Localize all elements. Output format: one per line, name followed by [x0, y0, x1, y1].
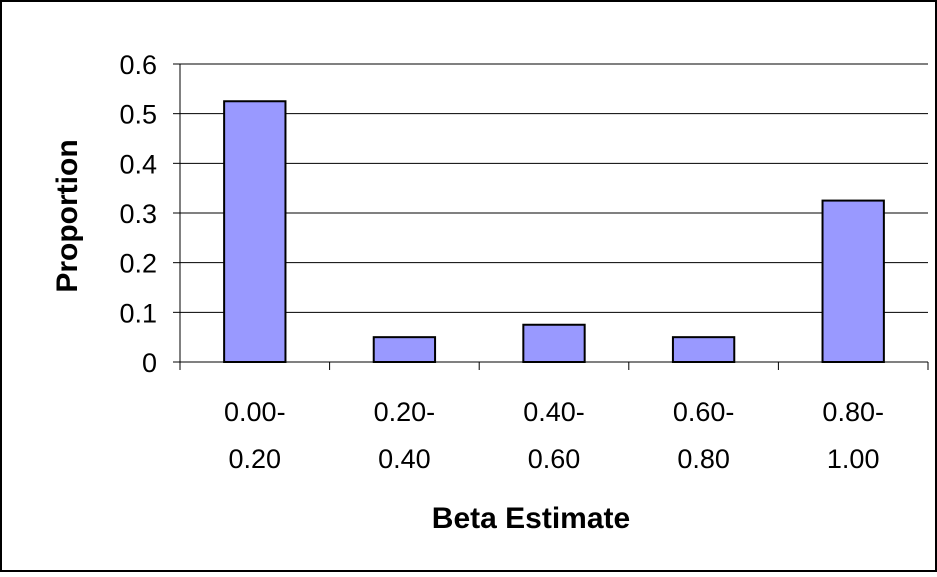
x-tick-label-3-line-0: 0.60-	[673, 397, 735, 427]
x-tick-label-2-line-1: 0.60	[528, 444, 581, 474]
y-tick-label-6: 0.6	[119, 50, 157, 80]
axis-labels: Proportion Beta Estimate 0 0.1 0.2 0.3 0.4 0.…	[51, 50, 884, 535]
bars	[223, 100, 885, 363]
y-tick-label-3: 0.3	[119, 199, 157, 229]
x-tick-label-1-line-0: 0.20-	[374, 397, 436, 427]
x-tick-label-4-line-0: 0.80-	[822, 397, 884, 427]
x-tick-label-3-line-1: 0.80	[677, 444, 730, 474]
x-tick-label-4-line-1: 1.00	[827, 444, 880, 474]
axes	[173, 63, 929, 370]
bar-4	[821, 199, 885, 363]
y-tick-label-4: 0.4	[119, 149, 157, 179]
bar-0	[223, 100, 287, 363]
gridlines	[180, 63, 928, 313]
x-tick-label-2-line-0: 0.40-	[523, 397, 585, 427]
bar-3	[671, 336, 736, 363]
x-tick-label-1-line-1: 0.40	[378, 444, 431, 474]
x-axis-title: Beta Estimate	[432, 502, 630, 535]
y-tick-label-1: 0.1	[119, 298, 157, 328]
y-tick-label-0: 0	[142, 348, 157, 378]
x-tick-label-0-line-1: 0.20	[229, 444, 282, 474]
y-tick-label-2: 0.2	[119, 249, 157, 279]
bar-1	[372, 336, 437, 363]
y-tick-label-5: 0.5	[119, 100, 157, 130]
bar-2	[522, 323, 586, 363]
y-axis-title: Proportion	[51, 139, 84, 292]
x-tick-label-0-line-0: 0.00-	[224, 397, 286, 427]
